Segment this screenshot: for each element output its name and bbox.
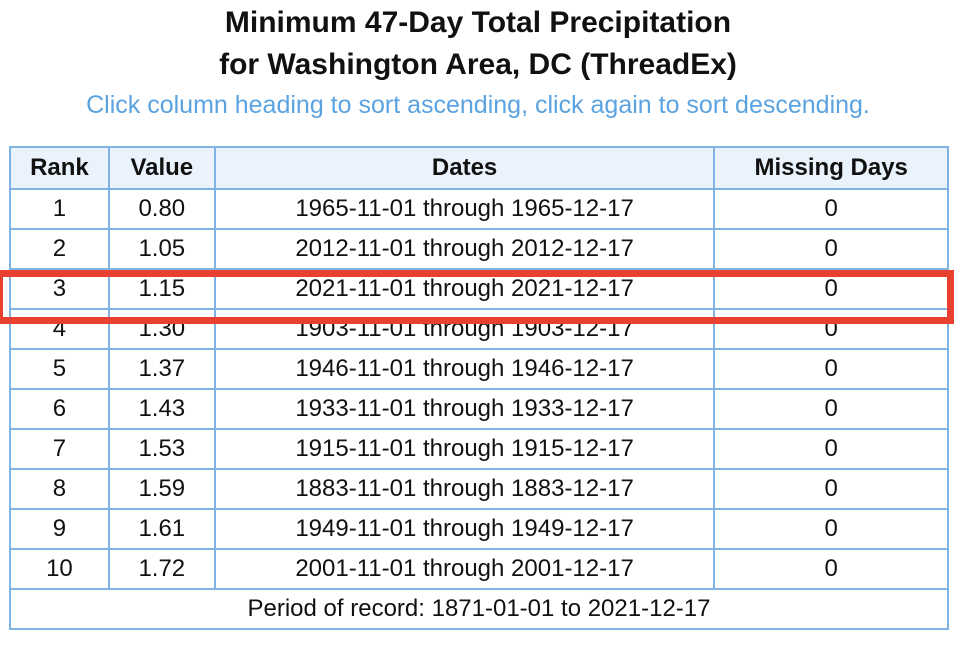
missing-days-cell: 0 xyxy=(713,428,949,470)
dates-cell: 1883-11-01 through 1883-12-17 xyxy=(213,468,716,510)
value-cell: 0.80 xyxy=(107,188,216,230)
dates-cell: 1965-11-01 through 1965-12-17 xyxy=(213,188,716,230)
page-title-line2: for Washington Area, DC (ThreadEx) xyxy=(219,48,737,81)
rank-cell: 2 xyxy=(9,228,110,270)
dates-cell: 2021-11-01 through 2021-12-17 xyxy=(213,268,716,310)
value-cell: 1.59 xyxy=(107,468,216,510)
value-cell: 1.61 xyxy=(107,508,216,550)
missing-days-cell: 0 xyxy=(713,188,949,230)
value-cell: 1.05 xyxy=(107,228,216,270)
table-row: 6 1.43 1933-11-01 through 1933-12-17 0 xyxy=(9,388,949,430)
missing-days-cell: 0 xyxy=(713,268,949,310)
value-cell: 1.37 xyxy=(107,348,216,390)
value-cell: 1.72 xyxy=(107,548,216,590)
column-header-missing-days[interactable]: Missing Days xyxy=(713,146,949,190)
missing-days-cell: 0 xyxy=(713,348,949,390)
dates-cell: 2001-11-01 through 2001-12-17 xyxy=(213,548,716,590)
rank-cell: 3 xyxy=(9,268,110,310)
missing-days-cell: 0 xyxy=(713,508,949,550)
period-of-record: Period of record: 1871-01-01 to 2021-12-… xyxy=(9,588,949,630)
page-title-line1: Minimum 47-Day Total Precipitation xyxy=(224,6,732,39)
missing-days-cell: 0 xyxy=(713,468,949,510)
rank-cell: 1 xyxy=(9,188,110,230)
dates-cell: 1903-11-01 through 1903-12-17 xyxy=(213,308,716,350)
table-row: 4 1.30 1903-11-01 through 1903-12-17 0 xyxy=(9,308,949,350)
records-table: Rank Value Dates Missing Days 1 0.80 196… xyxy=(9,146,949,630)
rank-cell: 5 xyxy=(9,348,110,390)
header-row: Rank Value Dates Missing Days xyxy=(9,146,949,190)
missing-days-cell: 0 xyxy=(713,308,949,350)
rank-cell: 4 xyxy=(9,308,110,350)
table-row: 1 0.80 1965-11-01 through 1965-12-17 0 xyxy=(9,188,949,230)
rank-cell: 10 xyxy=(9,548,110,590)
dates-cell: 1933-11-01 through 1933-12-17 xyxy=(213,388,716,430)
table-row: 7 1.53 1915-11-01 through 1915-12-17 0 xyxy=(9,428,949,470)
value-cell: 1.30 xyxy=(107,308,216,350)
missing-days-cell: 0 xyxy=(713,228,949,270)
table-row: 2 1.05 2012-11-01 through 2012-12-17 0 xyxy=(9,228,949,270)
table-footer-row: Period of record: 1871-01-01 to 2021-12-… xyxy=(9,588,949,630)
rank-cell: 7 xyxy=(9,428,110,470)
value-cell: 1.53 xyxy=(107,428,216,470)
dates-cell: 1946-11-01 through 1946-12-17 xyxy=(213,348,716,390)
value-cell: 1.43 xyxy=(107,388,216,430)
rank-cell: 6 xyxy=(9,388,110,430)
missing-days-cell: 0 xyxy=(713,548,949,590)
missing-days-cell: 0 xyxy=(713,388,949,430)
dates-cell: 1915-11-01 through 1915-12-17 xyxy=(213,428,716,470)
dates-cell: 1949-11-01 through 1949-12-17 xyxy=(213,508,716,550)
table-row: 10 1.72 2001-11-01 through 2001-12-17 0 xyxy=(9,548,949,590)
table-row: 9 1.61 1949-11-01 through 1949-12-17 0 xyxy=(9,508,949,550)
table-row: 5 1.37 1946-11-01 through 1946-12-17 0 xyxy=(9,348,949,390)
column-header-value[interactable]: Value xyxy=(107,146,216,190)
rank-cell: 9 xyxy=(9,508,110,550)
table-row-highlighted: 3 1.15 2021-11-01 through 2021-12-17 0 xyxy=(9,268,949,310)
value-cell: 1.15 xyxy=(107,268,216,310)
rank-cell: 8 xyxy=(9,468,110,510)
dates-cell: 2012-11-01 through 2012-12-17 xyxy=(213,228,716,270)
column-header-rank[interactable]: Rank xyxy=(9,146,110,190)
table-row: 8 1.59 1883-11-01 through 1883-12-17 0 xyxy=(9,468,949,510)
sort-hint: Click column heading to sort ascending, … xyxy=(86,91,870,119)
column-header-dates[interactable]: Dates xyxy=(213,146,716,190)
